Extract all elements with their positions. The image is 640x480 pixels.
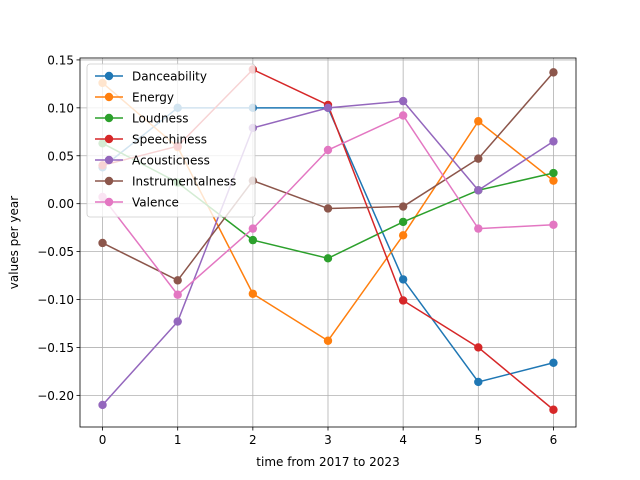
data-point — [398, 296, 408, 305]
legend-swatch-marker — [104, 134, 114, 144]
data-point — [474, 377, 483, 387]
data-point — [549, 176, 558, 185]
legend-item: Valence — [95, 196, 179, 210]
data-point — [173, 276, 182, 285]
data-point — [549, 137, 558, 146]
y-tick-label: 0.15 — [47, 53, 74, 67]
data-point — [323, 254, 333, 263]
data-point — [398, 111, 408, 120]
x-tick-label: 4 — [399, 433, 407, 447]
legend-item: Danceability — [95, 70, 207, 84]
legend-label: Danceability — [132, 70, 207, 84]
y-tick-label: −0.05 — [37, 245, 74, 259]
data-point — [549, 168, 558, 178]
data-point — [248, 235, 258, 245]
legend-item: Instrumentalness — [95, 175, 236, 189]
legend-item: Energy — [95, 91, 174, 105]
data-point — [474, 343, 483, 352]
legend: Danceability Energy Loudness Speechiness Aco… — [86, 63, 256, 218]
legend-swatch-marker — [104, 92, 114, 102]
legend-swatch-marker — [104, 176, 114, 186]
legend-label: Acousticness — [132, 154, 210, 168]
y-tick-label: 0.00 — [47, 197, 74, 211]
x-tick-label: 1 — [174, 433, 182, 447]
x-tick-label: 3 — [324, 433, 332, 447]
data-point — [398, 231, 408, 240]
x-tick-label: 6 — [550, 433, 558, 447]
y-tick-label: 0.10 — [47, 101, 74, 115]
data-point — [398, 96, 408, 106]
legend-item: Loudness — [95, 112, 189, 126]
legend-label: Speechiness — [132, 133, 207, 147]
legend-item: Speechiness — [95, 133, 207, 147]
y-tick-label: −0.10 — [37, 293, 74, 307]
data-point — [474, 117, 483, 126]
data-point — [549, 220, 558, 229]
x-tick-label: 2 — [249, 433, 257, 447]
legend-label: Valence — [132, 196, 179, 210]
data-point — [98, 400, 107, 410]
data-point — [549, 68, 558, 77]
series-instrumentalness — [98, 68, 558, 285]
legend-label: Energy — [132, 91, 174, 105]
axis-ticks: 0 1 2 3 4 5 6 −0.20 −0.15 −0.10 −0.05 0.00 0.05 0.10 0… — [37, 53, 557, 447]
data-point — [398, 275, 408, 284]
data-point — [323, 103, 333, 113]
y-tick-label: 0.05 — [47, 149, 74, 163]
legend-label: Instrumentalness — [132, 175, 236, 189]
data-point — [173, 290, 182, 299]
data-point — [323, 204, 333, 213]
legend-label: Loudness — [132, 112, 189, 126]
data-point — [323, 145, 333, 155]
data-point — [474, 224, 483, 233]
x-tick-label: 0 — [99, 433, 107, 447]
data-point — [98, 238, 107, 248]
data-point — [173, 317, 182, 326]
data-point — [398, 202, 408, 211]
legend-swatch-marker — [104, 71, 114, 81]
legend-swatch-marker — [104, 113, 114, 123]
legend-box — [86, 63, 256, 218]
data-point — [398, 217, 408, 227]
y-axis-label: values per year — [7, 196, 21, 289]
y-tick-label: −0.15 — [37, 341, 74, 355]
data-point — [549, 405, 558, 414]
data-point — [474, 186, 483, 195]
data-point — [248, 289, 258, 298]
legend-swatch-marker — [104, 155, 114, 165]
data-point — [248, 224, 258, 233]
x-axis-label: time from 2017 to 2023 — [256, 455, 399, 469]
legend-swatch-marker — [104, 197, 114, 207]
y-tick-label: −0.20 — [37, 389, 74, 403]
legend-item: Acousticness — [95, 154, 210, 168]
data-point — [323, 336, 333, 345]
data-point — [474, 154, 483, 163]
x-tick-label: 5 — [474, 433, 482, 447]
data-point — [549, 358, 558, 367]
